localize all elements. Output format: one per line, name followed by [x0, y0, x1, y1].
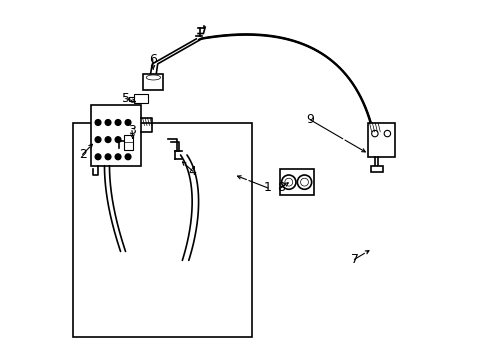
Text: 4: 4 — [188, 165, 196, 177]
Circle shape — [105, 137, 111, 143]
Bar — [367, 123, 394, 157]
Bar — [143, 74, 163, 90]
Circle shape — [105, 120, 111, 125]
Text: 2: 2 — [79, 148, 86, 161]
Circle shape — [105, 154, 111, 159]
Bar — [134, 94, 148, 103]
Circle shape — [125, 137, 131, 143]
Bar — [370, 166, 382, 172]
Circle shape — [115, 137, 121, 143]
Circle shape — [125, 154, 131, 159]
Text: 9: 9 — [306, 113, 314, 126]
Circle shape — [125, 120, 131, 125]
Text: 6: 6 — [148, 53, 156, 66]
Bar — [91, 105, 141, 166]
Bar — [280, 169, 313, 195]
Text: 8: 8 — [276, 181, 285, 194]
Circle shape — [115, 120, 121, 125]
Circle shape — [95, 120, 101, 125]
Text: 5: 5 — [122, 92, 130, 105]
Text: 3: 3 — [128, 124, 136, 137]
Text: 1: 1 — [263, 181, 271, 194]
Circle shape — [115, 154, 121, 159]
Text: 7: 7 — [350, 253, 358, 266]
Ellipse shape — [146, 75, 160, 80]
Circle shape — [95, 154, 101, 159]
Bar — [73, 123, 251, 337]
Circle shape — [95, 137, 101, 143]
Bar — [123, 135, 133, 150]
